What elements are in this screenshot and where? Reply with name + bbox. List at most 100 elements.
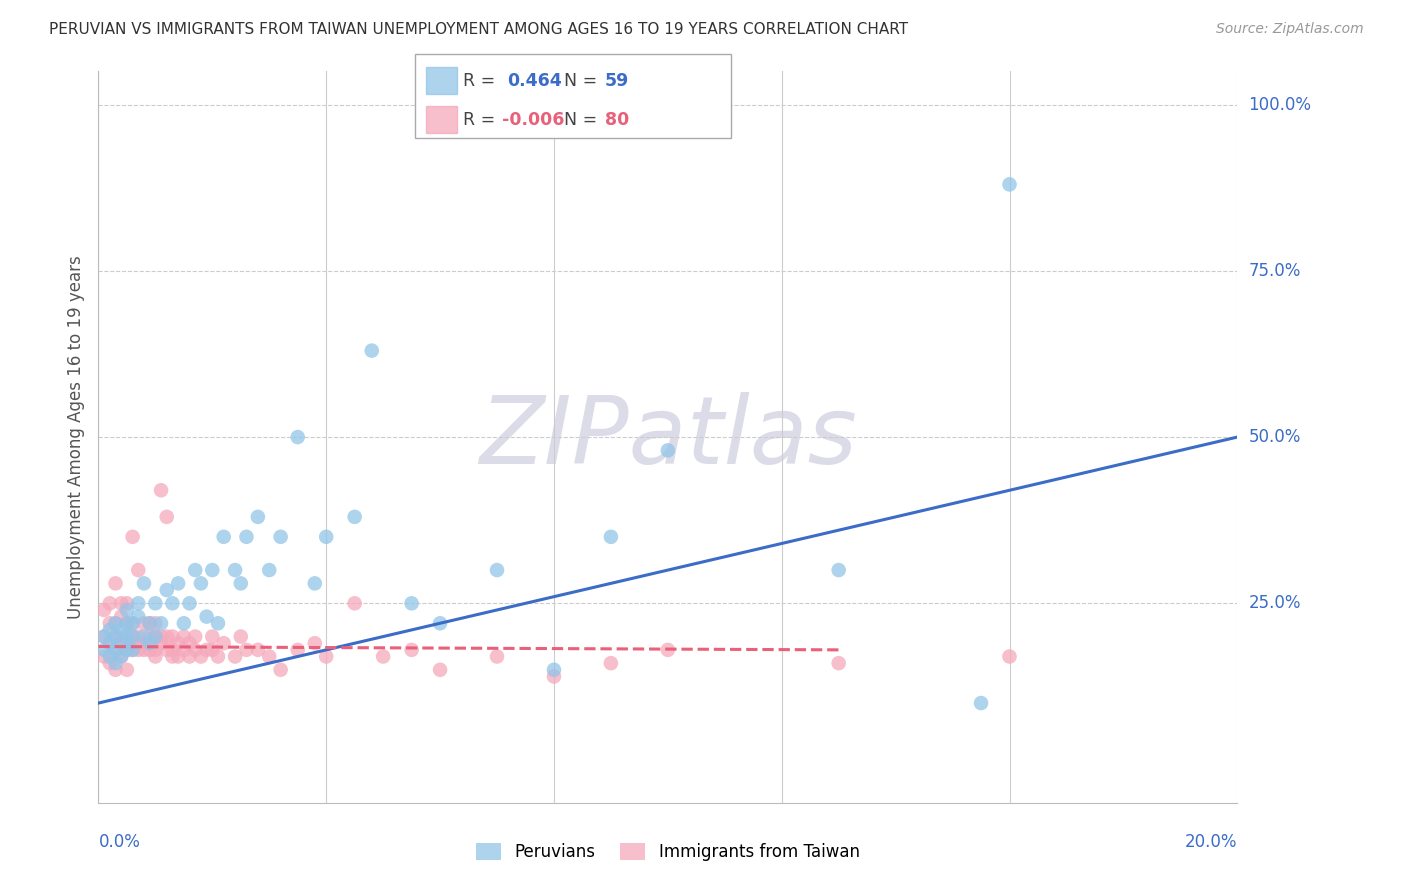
Point	[132, 636, 155, 650]
Point	[132, 643, 155, 657]
Point	[179, 649, 201, 664]
Point	[110, 649, 132, 664]
Point	[150, 636, 173, 650]
Y-axis label: Unemployment Among Ages 16 to 19 years: Unemployment Among Ages 16 to 19 years	[66, 255, 84, 619]
Point	[543, 663, 565, 677]
Point	[93, 643, 115, 657]
Point	[173, 630, 195, 644]
Point	[132, 616, 155, 631]
Point	[121, 616, 143, 631]
Point	[104, 616, 127, 631]
Point	[179, 596, 201, 610]
Point	[429, 663, 451, 677]
Point	[138, 616, 160, 631]
Point	[145, 630, 167, 644]
Point	[115, 616, 138, 631]
Text: 0.0%: 0.0%	[98, 833, 141, 851]
Point	[343, 596, 366, 610]
Point	[201, 630, 224, 644]
Text: N =: N =	[564, 111, 598, 128]
Point	[270, 530, 292, 544]
Point	[167, 649, 190, 664]
Point	[98, 623, 121, 637]
Point	[150, 483, 173, 498]
Point	[115, 596, 138, 610]
Text: 50.0%: 50.0%	[1249, 428, 1301, 446]
Point	[184, 643, 207, 657]
Point	[235, 643, 257, 657]
Point	[373, 649, 395, 664]
Point	[360, 343, 382, 358]
Text: 25.0%: 25.0%	[1249, 594, 1301, 612]
Point	[229, 630, 252, 644]
Point	[201, 563, 224, 577]
Point	[162, 596, 184, 610]
Point	[287, 430, 309, 444]
Point	[207, 616, 229, 631]
Point	[156, 643, 179, 657]
Point	[600, 530, 623, 544]
Point	[98, 596, 121, 610]
Point	[110, 623, 132, 637]
Point	[600, 656, 623, 670]
Point	[315, 649, 337, 664]
Point	[828, 563, 851, 577]
Point	[121, 643, 143, 657]
Point	[98, 656, 121, 670]
Point	[315, 530, 337, 544]
Point	[110, 649, 132, 664]
Point	[145, 596, 167, 610]
Point	[167, 576, 190, 591]
Point	[304, 636, 326, 650]
Point	[115, 603, 138, 617]
Point	[486, 649, 509, 664]
Point	[104, 576, 127, 591]
Point	[115, 636, 138, 650]
Point	[138, 630, 160, 644]
Point	[115, 630, 138, 644]
Point	[998, 649, 1021, 664]
Point	[179, 636, 201, 650]
Point	[828, 656, 851, 670]
Point	[145, 643, 167, 657]
Text: 100.0%: 100.0%	[1249, 95, 1312, 113]
Point	[145, 630, 167, 644]
Text: N =: N =	[564, 71, 598, 89]
Text: 20.0%: 20.0%	[1185, 833, 1237, 851]
Point	[121, 630, 143, 644]
Point	[115, 643, 138, 657]
Point	[145, 616, 167, 631]
Text: 0.464: 0.464	[508, 71, 562, 89]
Legend: Peruvians, Immigrants from Taiwan: Peruvians, Immigrants from Taiwan	[470, 836, 866, 868]
Text: Source: ZipAtlas.com: Source: ZipAtlas.com	[1216, 22, 1364, 37]
Point	[401, 596, 423, 610]
Point	[246, 509, 269, 524]
Point	[127, 643, 149, 657]
Point	[162, 643, 184, 657]
Point	[138, 636, 160, 650]
Point	[132, 576, 155, 591]
Point	[121, 643, 143, 657]
Point	[150, 616, 173, 631]
Point	[150, 630, 173, 644]
Point	[195, 643, 218, 657]
Point	[104, 616, 127, 631]
Text: -0.006: -0.006	[502, 111, 564, 128]
Point	[156, 630, 179, 644]
Point	[98, 636, 121, 650]
Point	[98, 649, 121, 664]
Point	[259, 563, 281, 577]
Point	[93, 630, 115, 644]
Point	[212, 530, 235, 544]
Point	[115, 643, 138, 657]
Point	[110, 630, 132, 644]
Point	[121, 530, 143, 544]
Point	[486, 563, 509, 577]
Point	[104, 643, 127, 657]
Point	[657, 443, 679, 458]
Point	[127, 563, 149, 577]
Point	[104, 663, 127, 677]
Point	[156, 582, 179, 597]
Text: R =: R =	[463, 111, 495, 128]
Point	[184, 630, 207, 644]
